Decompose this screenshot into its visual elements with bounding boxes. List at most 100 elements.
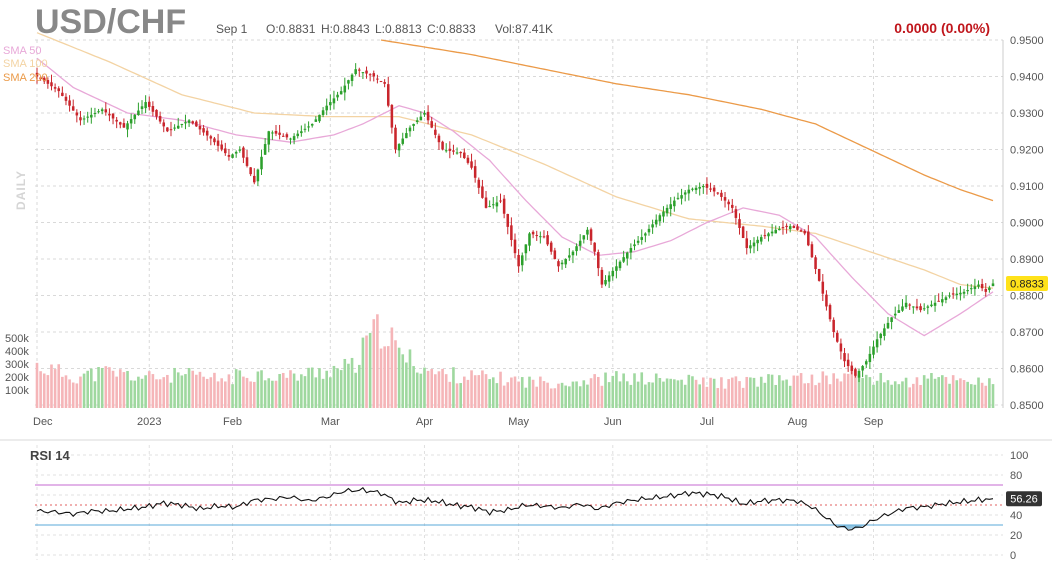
candle [832,317,835,338]
candle [339,86,343,95]
candle-body [42,77,46,82]
volume-bar [723,388,727,408]
candle [191,120,194,125]
volume-bar [419,373,423,408]
candle [405,127,408,139]
volume-bar [455,383,459,408]
candle [933,295,937,312]
volume-bar [741,387,745,408]
candle-body [622,257,625,262]
candle-body [600,269,604,285]
candle [604,275,607,287]
candle [941,291,944,307]
candle [988,285,991,293]
candle-body [926,306,930,308]
candle [502,194,506,219]
candle-body [756,239,759,244]
candle [669,197,672,217]
price-tick-label: 0.8900 [1010,254,1044,266]
candle-body [35,72,39,77]
candle [582,235,586,244]
candle-body [104,109,108,113]
volume-bar [426,370,430,408]
candle [778,226,781,231]
volume-bar [904,377,908,408]
candle [321,107,325,118]
volume-bar [676,380,680,408]
volume-bar [596,376,600,408]
candle-body [712,187,716,192]
volume-bar [430,369,434,408]
candle-body [846,359,850,367]
volume-bar [647,382,651,408]
candle-body [484,197,488,208]
candle [347,79,350,90]
candle [481,179,484,199]
legend-sma50: SMA 50 [3,45,42,57]
volume-bar [198,371,202,408]
candle [365,66,368,79]
candle-body [423,113,426,115]
candle-body [195,121,198,127]
volume-bar [484,374,488,408]
volume-bar [879,372,883,408]
volume-bar [712,378,716,408]
candle [883,323,886,341]
candle-body [350,74,354,81]
candle-body [463,152,466,159]
time-tick-label: Jul [700,416,714,428]
candle [184,114,187,130]
candle [383,79,386,88]
candle [966,283,969,295]
candle-body [604,279,607,285]
candle [868,346,872,369]
volume-bar [488,379,491,408]
candle [549,240,553,255]
volume-bar [828,384,832,408]
candle-body [872,346,875,355]
legend-sma200: SMA 200 [3,72,48,84]
candle-body [814,257,817,270]
volume-bar [774,384,778,408]
volume-bar [513,376,517,408]
candle-body [267,131,271,145]
candle [564,258,567,269]
volume-bar [61,376,64,408]
volume-bar [140,378,144,408]
volume-bar [108,367,111,408]
candle-body [502,198,506,214]
candle [151,101,155,117]
candle-body [854,369,857,376]
volume-bar [857,374,861,408]
candle [444,143,448,153]
candle [394,124,397,154]
candle [386,76,390,108]
candle [640,229,644,245]
candle-body [86,116,89,118]
candle [836,330,839,343]
candle-body [788,226,792,230]
candle-body [669,204,672,210]
candle [173,124,176,131]
volume-bar [951,375,955,408]
volume-bar [278,374,281,408]
candle [147,96,151,111]
candle-body [539,236,542,238]
candle-body [741,226,745,239]
volume-bar [618,381,622,408]
volume-bar [535,386,539,408]
candle [977,280,980,289]
volume-bar [546,382,549,408]
candle-body [372,73,376,77]
candle-body [549,242,553,252]
candle [930,300,933,308]
candle [397,143,401,158]
volume-bar [321,378,325,408]
candle-body [984,289,988,292]
candle [205,127,209,141]
candle-body [687,189,691,194]
candle-body [535,235,538,237]
volume-bar [292,373,296,408]
volume-bar [195,374,198,408]
candle [575,243,578,256]
